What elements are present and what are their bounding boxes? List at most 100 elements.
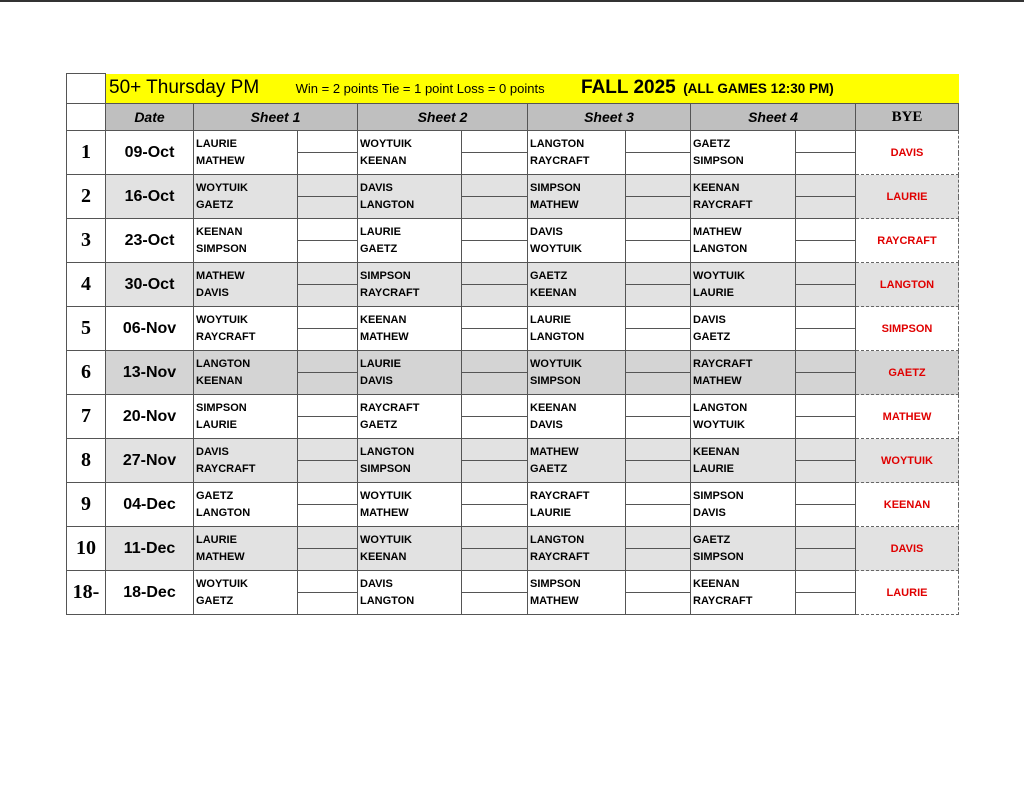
score-cell[interactable] bbox=[625, 372, 691, 395]
score-cell[interactable] bbox=[795, 548, 856, 571]
score-cell[interactable] bbox=[461, 218, 528, 241]
score-cell[interactable] bbox=[461, 416, 528, 439]
score-cell[interactable] bbox=[461, 372, 528, 395]
score-cell[interactable] bbox=[297, 328, 358, 351]
week-row: 9 04-Dec GAETZ LANGTON WOYTUIK MATHEW RAYCR… bbox=[66, 482, 959, 527]
score-cell[interactable] bbox=[625, 460, 691, 483]
team-name: RAYCRAFT bbox=[693, 357, 753, 370]
team-name: DAVIS bbox=[693, 506, 726, 519]
score-cell[interactable] bbox=[297, 130, 358, 153]
score-cell[interactable] bbox=[297, 438, 358, 461]
score-cell[interactable] bbox=[297, 152, 358, 175]
score-cell[interactable] bbox=[297, 394, 358, 417]
score-cell[interactable] bbox=[461, 570, 528, 593]
score-cell[interactable] bbox=[795, 218, 856, 241]
bye-team: LAURIE bbox=[855, 570, 959, 615]
score-cell[interactable] bbox=[461, 328, 528, 351]
score-cell[interactable] bbox=[625, 328, 691, 351]
score-cell[interactable] bbox=[625, 438, 691, 461]
score-cell[interactable] bbox=[461, 460, 528, 483]
score-cell[interactable] bbox=[297, 504, 358, 527]
score-cell[interactable] bbox=[795, 570, 856, 593]
score-cell[interactable] bbox=[461, 130, 528, 153]
score-cell[interactable] bbox=[461, 284, 528, 307]
score-cell[interactable] bbox=[461, 306, 528, 329]
team-name: MATHEW bbox=[530, 445, 579, 458]
score-cell[interactable] bbox=[795, 438, 856, 461]
score-cell[interactable] bbox=[297, 526, 358, 549]
score-cell[interactable] bbox=[461, 526, 528, 549]
sheet-2-matchup: LAURIE GAETZ bbox=[357, 218, 462, 263]
score-cell[interactable] bbox=[461, 174, 528, 197]
score-cell[interactable] bbox=[625, 350, 691, 373]
score-cell[interactable] bbox=[795, 416, 856, 439]
score-cell[interactable] bbox=[461, 152, 528, 175]
score-cell[interactable] bbox=[795, 196, 856, 219]
score-cell[interactable] bbox=[461, 592, 528, 615]
score-cell[interactable] bbox=[297, 196, 358, 219]
score-cell[interactable] bbox=[625, 592, 691, 615]
week-row-lower bbox=[67, 284, 959, 307]
score-cell[interactable] bbox=[795, 372, 856, 395]
sheet-2-matchup: SIMPSON RAYCRAFT bbox=[357, 262, 462, 307]
sheet-4-matchup: SIMPSON DAVIS bbox=[690, 482, 796, 527]
score-cell[interactable] bbox=[625, 152, 691, 175]
score-cell[interactable] bbox=[461, 504, 528, 527]
score-cell[interactable] bbox=[297, 350, 358, 373]
score-cell[interactable] bbox=[795, 350, 856, 373]
score-cell[interactable] bbox=[795, 526, 856, 549]
score-cell[interactable] bbox=[297, 592, 358, 615]
score-cell[interactable] bbox=[795, 592, 856, 615]
score-cell[interactable] bbox=[297, 482, 358, 505]
score-cell[interactable] bbox=[297, 262, 358, 285]
score-cell[interactable] bbox=[625, 174, 691, 197]
score-cell[interactable] bbox=[297, 174, 358, 197]
score-cell[interactable] bbox=[625, 130, 691, 153]
score-cell[interactable] bbox=[795, 240, 856, 263]
score-cell[interactable] bbox=[461, 262, 528, 285]
score-cell[interactable] bbox=[297, 306, 358, 329]
score-cell[interactable] bbox=[625, 240, 691, 263]
score-cell[interactable] bbox=[795, 174, 856, 197]
score-cell[interactable] bbox=[795, 504, 856, 527]
score-cell[interactable] bbox=[795, 130, 856, 153]
score-cell[interactable] bbox=[461, 196, 528, 219]
score-cell[interactable] bbox=[297, 218, 358, 241]
score-cell[interactable] bbox=[625, 504, 691, 527]
score-cell[interactable] bbox=[625, 548, 691, 571]
score-cell[interactable] bbox=[795, 482, 856, 505]
score-cell[interactable] bbox=[795, 328, 856, 351]
score-cell[interactable] bbox=[625, 570, 691, 593]
score-cell[interactable] bbox=[625, 394, 691, 417]
score-cell[interactable] bbox=[625, 416, 691, 439]
week-row-lower bbox=[67, 196, 959, 219]
score-cell[interactable] bbox=[297, 548, 358, 571]
score-cell[interactable] bbox=[795, 152, 856, 175]
score-cell[interactable] bbox=[795, 394, 856, 417]
score-cell[interactable] bbox=[297, 570, 358, 593]
score-cell[interactable] bbox=[625, 218, 691, 241]
score-cell[interactable] bbox=[625, 196, 691, 219]
score-cell[interactable] bbox=[297, 240, 358, 263]
score-cell[interactable] bbox=[297, 416, 358, 439]
score-cell[interactable] bbox=[795, 460, 856, 483]
score-cell[interactable] bbox=[625, 306, 691, 329]
score-cell[interactable] bbox=[625, 482, 691, 505]
score-cell[interactable] bbox=[461, 482, 528, 505]
score-cell[interactable] bbox=[795, 306, 856, 329]
score-cell[interactable] bbox=[297, 460, 358, 483]
score-cell[interactable] bbox=[795, 262, 856, 285]
score-cell[interactable] bbox=[461, 438, 528, 461]
score-cell[interactable] bbox=[625, 262, 691, 285]
score-cell[interactable] bbox=[461, 548, 528, 571]
score-cell[interactable] bbox=[795, 284, 856, 307]
score-cell[interactable] bbox=[297, 284, 358, 307]
score-cell[interactable] bbox=[297, 372, 358, 395]
team-name: KEENAN bbox=[360, 154, 407, 167]
team-name: RAYCRAFT bbox=[530, 154, 590, 167]
score-cell[interactable] bbox=[461, 350, 528, 373]
score-cell[interactable] bbox=[625, 526, 691, 549]
score-cell[interactable] bbox=[461, 394, 528, 417]
score-cell[interactable] bbox=[461, 240, 528, 263]
score-cell[interactable] bbox=[625, 284, 691, 307]
